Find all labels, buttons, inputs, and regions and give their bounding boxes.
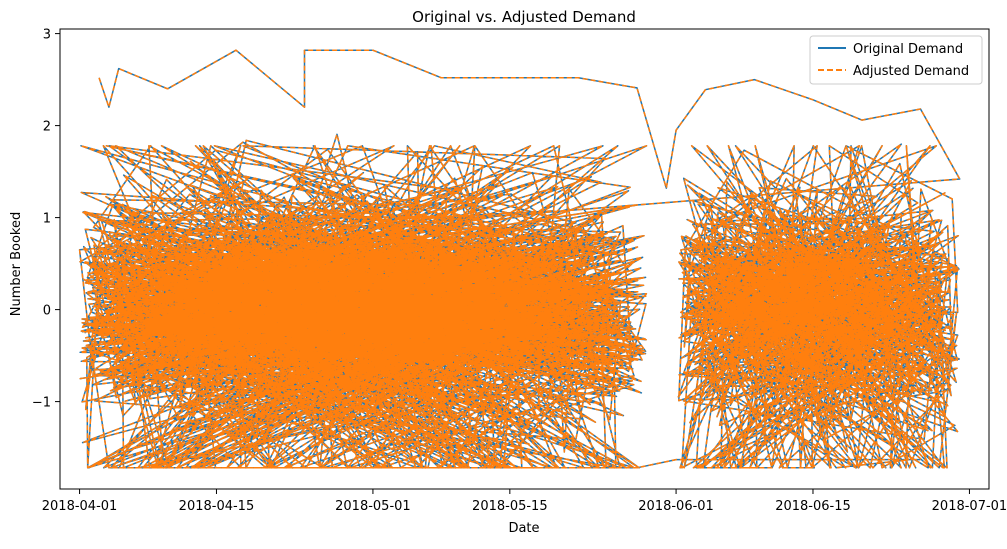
legend-label-original: Original Demand [853, 42, 963, 57]
y-axis-label: Number Booked [9, 212, 24, 317]
y-tick-label: −1 [32, 396, 51, 411]
x-tick-label: 2018-06-01 [638, 499, 714, 514]
series-lines [78, 49, 961, 469]
series-line-adjusted-demand [78, 49, 961, 469]
x-tick-label: 2018-07-01 [932, 499, 1007, 514]
x-tick-label: 2018-04-15 [179, 499, 255, 514]
y-tick-label: 3 [43, 28, 51, 43]
series-line-adjusted-demand [79, 133, 648, 469]
x-tick-label: 2018-06-15 [775, 499, 851, 514]
x-tick-label: 2018-05-15 [472, 499, 548, 514]
x-axis-ticks: 2018-04-01 2018-04-15 2018-05-01 2018-05-15… [42, 489, 1007, 514]
x-tick-label: 2018-04-01 [42, 499, 118, 514]
y-tick-label: 2 [43, 120, 51, 135]
x-tick-label: 2018-05-01 [335, 499, 411, 514]
y-tick-label: 0 [43, 304, 51, 319]
y-tick-label: 1 [43, 212, 51, 227]
chart-title: Original vs. Adjusted Demand [412, 8, 636, 26]
legend-box [809, 35, 983, 85]
axes-frame [59, 28, 990, 490]
x-axis-label: Date [508, 521, 539, 536]
series-line-adjusted-demand [677, 143, 960, 469]
y-axis-ticks: −1 0 1 2 3 [32, 28, 60, 411]
legend: Original Demand Adjusted Demand [809, 35, 983, 85]
legend-label-adjusted: Adjusted Demand [853, 64, 969, 79]
